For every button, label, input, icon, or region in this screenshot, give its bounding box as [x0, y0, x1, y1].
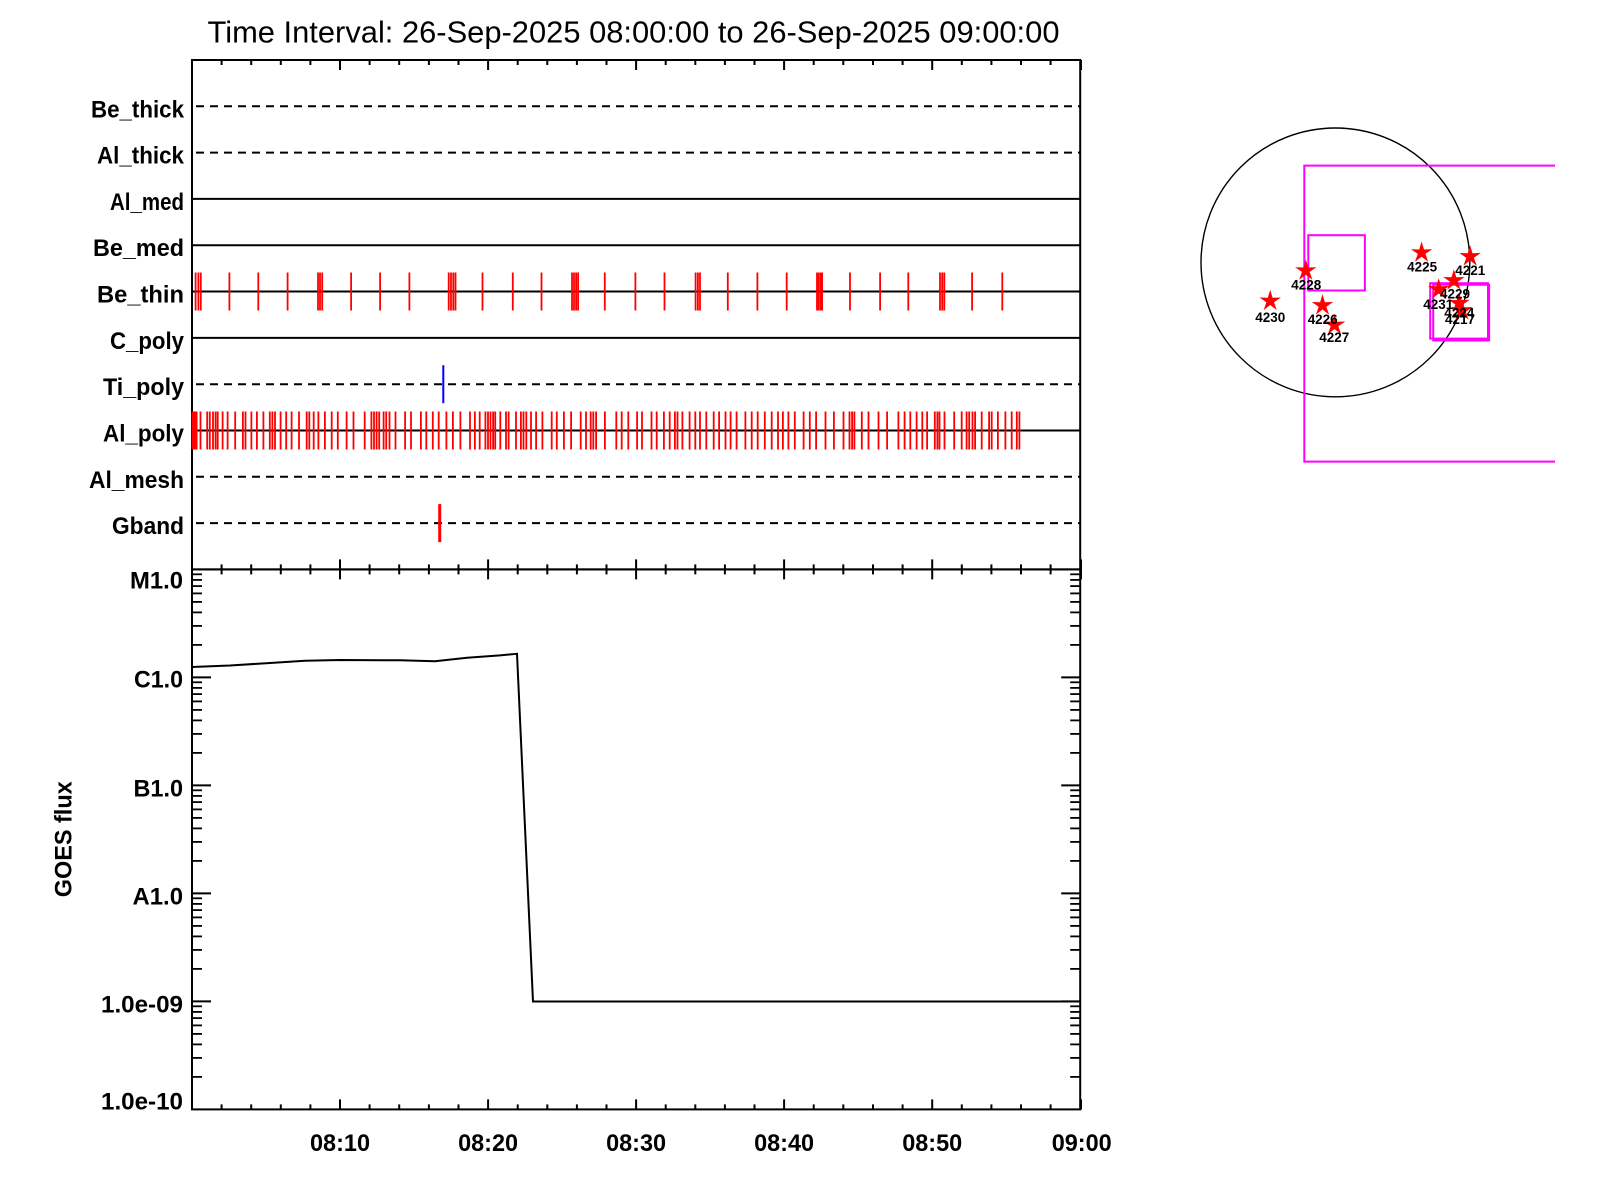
svg-text:4217: 4217 [1445, 311, 1475, 327]
svg-text:09:00: 09:00 [1052, 1130, 1112, 1157]
svg-text:4226: 4226 [1308, 311, 1338, 327]
svg-text:Be_thick: Be_thick [91, 96, 185, 123]
svg-text:Al_poly: Al_poly [103, 421, 185, 448]
svg-text:1.0e-09: 1.0e-09 [101, 992, 183, 1019]
svg-text:4231: 4231 [1423, 296, 1453, 312]
svg-text:4228: 4228 [1291, 276, 1321, 292]
svg-text:Be_thin: Be_thin [97, 282, 184, 309]
svg-text:Ti_poly: Ti_poly [103, 374, 185, 401]
svg-text:08:30: 08:30 [606, 1130, 666, 1157]
svg-text:C1.0: C1.0 [134, 667, 183, 694]
svg-text:4229: 4229 [1440, 285, 1470, 301]
svg-text:08:10: 08:10 [310, 1130, 370, 1157]
svg-text:Be_med: Be_med [93, 235, 184, 262]
svg-text:GOES flux: GOES flux [51, 781, 78, 898]
svg-text:08:50: 08:50 [902, 1130, 962, 1157]
svg-text:Al_mesh: Al_mesh [89, 467, 184, 494]
svg-text:4225: 4225 [1407, 258, 1437, 274]
svg-text:4230: 4230 [1255, 309, 1285, 325]
svg-text:Al_med: Al_med [110, 189, 184, 216]
svg-text:1.0e-10: 1.0e-10 [101, 1088, 183, 1115]
svg-text:08:20: 08:20 [458, 1130, 518, 1157]
svg-text:A1.0: A1.0 [133, 884, 184, 911]
svg-text:08:40: 08:40 [754, 1130, 814, 1157]
svg-text:Al_thick: Al_thick [97, 143, 185, 170]
svg-text:Time Interval: 26-Sep-2025 08:: Time Interval: 26-Sep-2025 08:00:00 to 2… [208, 15, 1060, 50]
svg-text:4221: 4221 [1455, 262, 1485, 278]
svg-text:Gband: Gband [112, 513, 184, 540]
svg-text:B1.0: B1.0 [134, 776, 184, 803]
svg-text:4224: 4224 [1444, 305, 1474, 321]
svg-text:C_poly: C_poly [110, 328, 185, 355]
svg-text:M1.0: M1.0 [130, 568, 183, 595]
svg-text:4227: 4227 [1319, 329, 1349, 345]
